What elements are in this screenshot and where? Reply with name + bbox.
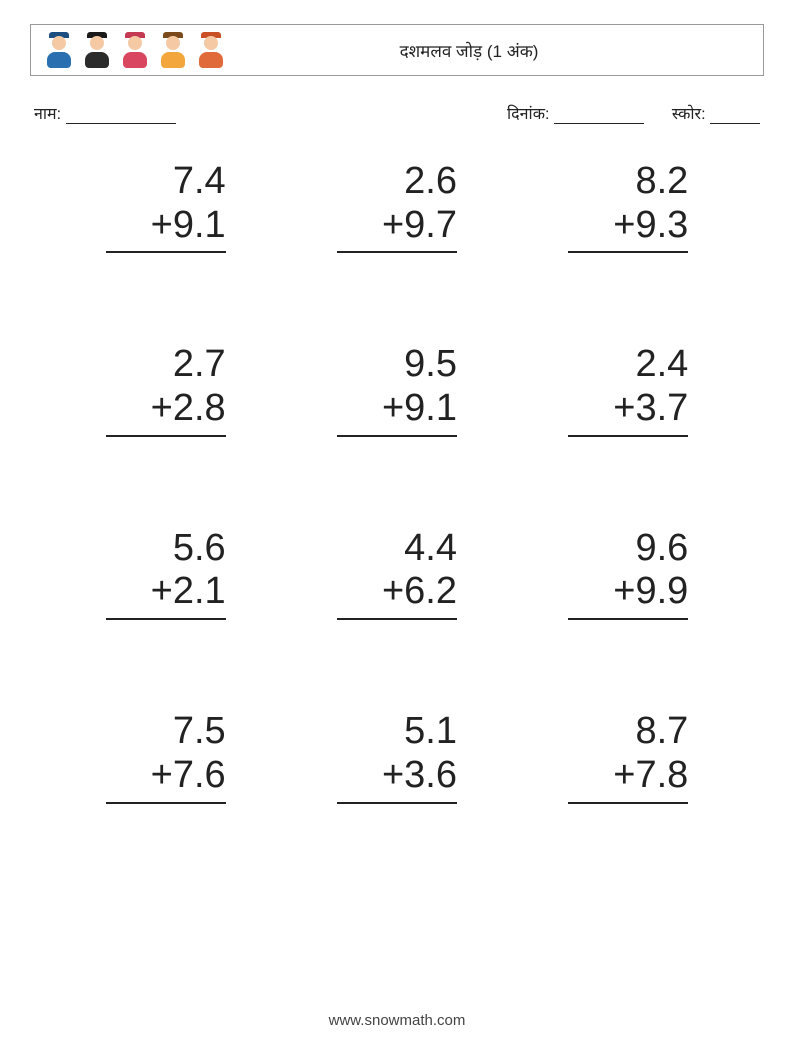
problem: 8.2+9.3 xyxy=(533,160,724,253)
answer-line[interactable] xyxy=(568,251,688,253)
problems-grid: 7.4+9.12.6+9.78.2+9.32.7+2.89.5+9.12.4+3… xyxy=(30,160,764,804)
operand-bottom: +9.9 xyxy=(568,570,688,614)
operand-bottom: +7.8 xyxy=(568,754,688,798)
answer-line[interactable] xyxy=(337,802,457,804)
operand-top: 7.4 xyxy=(106,160,226,204)
score-label: स्कोर: xyxy=(672,106,706,123)
footer-text: www.snowmath.com xyxy=(329,1012,466,1029)
footer: www.snowmath.com xyxy=(0,1012,794,1029)
problem: 2.4+3.7 xyxy=(533,343,724,436)
operand-top: 2.4 xyxy=(568,343,688,387)
problem: 5.1+3.6 xyxy=(301,710,492,803)
score-field: स्कोर: xyxy=(672,102,760,124)
name-blank[interactable] xyxy=(66,108,176,124)
answer-line[interactable] xyxy=(106,251,226,253)
operand-bottom: +2.1 xyxy=(106,570,226,614)
operand-top: 7.5 xyxy=(106,710,226,754)
avatar-icon xyxy=(81,32,113,68)
problem: 7.4+9.1 xyxy=(70,160,261,253)
operand-top: 9.5 xyxy=(337,343,457,387)
operand-bottom: +9.1 xyxy=(337,387,457,431)
name-label: नाम: xyxy=(34,106,61,123)
problem: 2.7+2.8 xyxy=(70,343,261,436)
problem: 5.6+2.1 xyxy=(70,527,261,620)
name-field: नाम: xyxy=(34,102,507,124)
operand-bottom: +9.3 xyxy=(568,204,688,248)
problem: 7.5+7.6 xyxy=(70,710,261,803)
operand-bottom: +3.7 xyxy=(568,387,688,431)
avatar-icon xyxy=(195,32,227,68)
operand-bottom: +6.2 xyxy=(337,570,457,614)
operand-top: 2.7 xyxy=(106,343,226,387)
answer-line[interactable] xyxy=(106,435,226,437)
answer-line[interactable] xyxy=(337,435,457,437)
avatar-icon xyxy=(119,32,151,68)
problem: 2.6+9.7 xyxy=(301,160,492,253)
problem: 9.5+9.1 xyxy=(301,343,492,436)
avatar-icon xyxy=(43,32,75,68)
answer-line[interactable] xyxy=(568,802,688,804)
problem: 8.7+7.8 xyxy=(533,710,724,803)
answer-line[interactable] xyxy=(106,802,226,804)
operand-top: 4.4 xyxy=(337,527,457,571)
answer-line[interactable] xyxy=(337,618,457,620)
operand-top: 2.6 xyxy=(337,160,457,204)
operand-top: 5.1 xyxy=(337,710,457,754)
operand-top: 8.7 xyxy=(568,710,688,754)
date-label: दिनांक: xyxy=(507,106,549,123)
operand-bottom: +3.6 xyxy=(337,754,457,798)
operand-top: 8.2 xyxy=(568,160,688,204)
answer-line[interactable] xyxy=(568,618,688,620)
operand-bottom: +7.6 xyxy=(106,754,226,798)
header: दशमलव जोड़ (1 अंक) xyxy=(30,24,764,76)
operand-bottom: +9.1 xyxy=(106,204,226,248)
problem: 9.6+9.9 xyxy=(533,527,724,620)
info-row: नाम: दिनांक: स्कोर: xyxy=(30,102,764,124)
worksheet-title: दशमलव जोड़ (1 अंक) xyxy=(227,39,751,62)
answer-line[interactable] xyxy=(337,251,457,253)
answer-line[interactable] xyxy=(568,435,688,437)
date-blank[interactable] xyxy=(554,108,644,124)
operand-bottom: +2.8 xyxy=(106,387,226,431)
operand-bottom: +9.7 xyxy=(337,204,457,248)
problem: 4.4+6.2 xyxy=(301,527,492,620)
operand-top: 9.6 xyxy=(568,527,688,571)
worksheet-page: दशमलव जोड़ (1 अंक) नाम: दिनांक: स्कोर: 7… xyxy=(0,0,794,1053)
answer-line[interactable] xyxy=(106,618,226,620)
avatar-icon xyxy=(157,32,189,68)
avatar-row xyxy=(43,32,227,68)
date-field: दिनांक: xyxy=(507,102,644,124)
score-blank[interactable] xyxy=(710,108,760,124)
operand-top: 5.6 xyxy=(106,527,226,571)
